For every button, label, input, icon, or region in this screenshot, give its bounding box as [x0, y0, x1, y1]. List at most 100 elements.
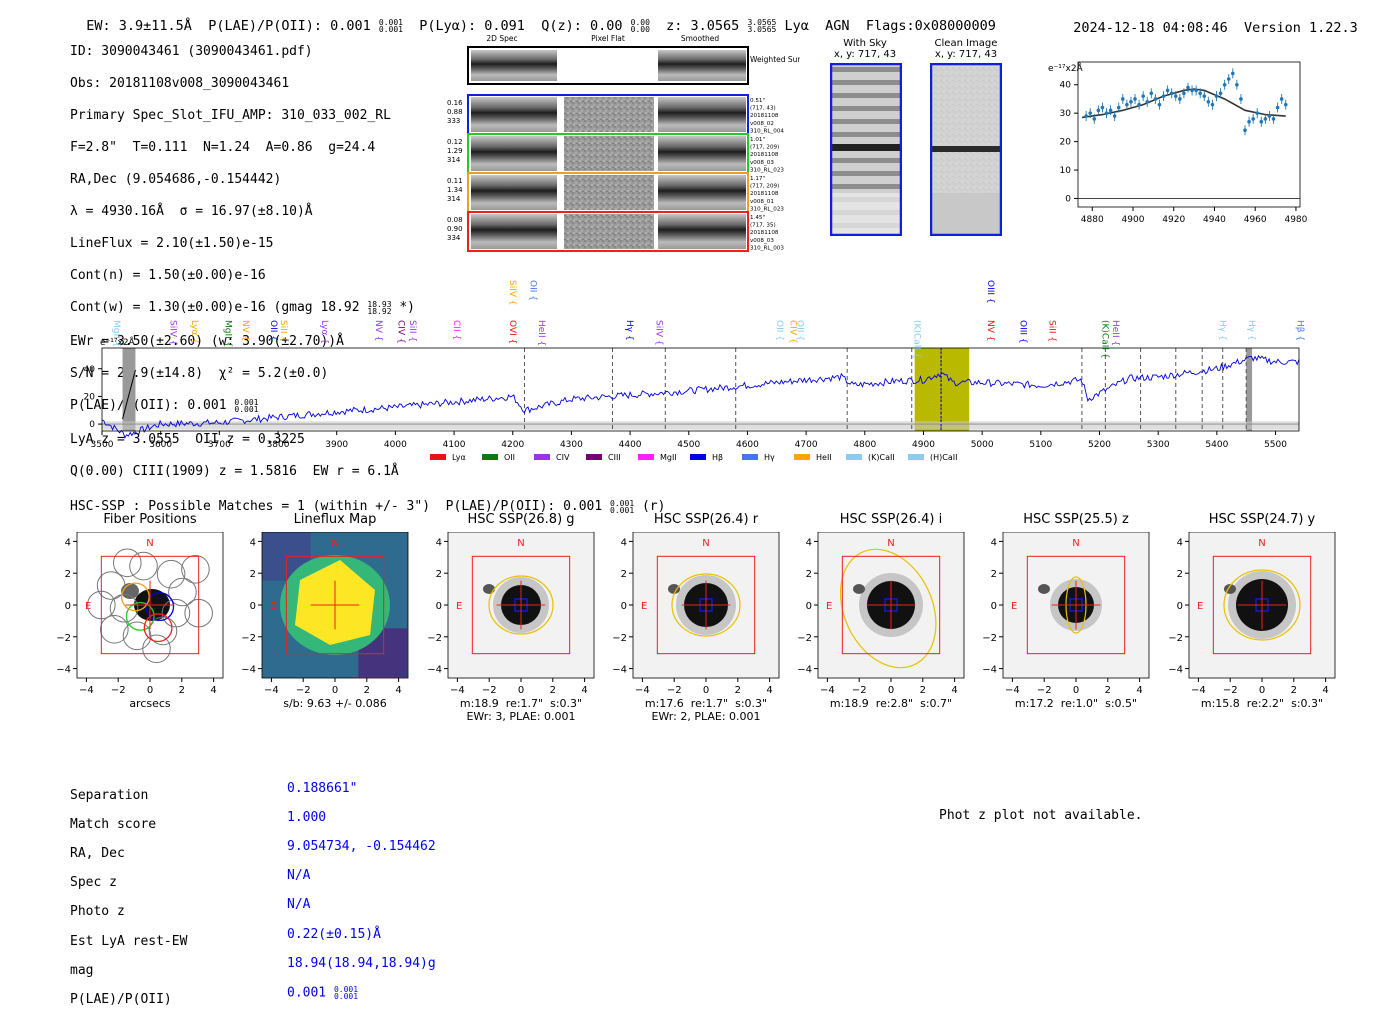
hsc-panel-image: N E −4 −4 −2 −2 0 0 2 2 4 4: [1168, 532, 1336, 696]
header-line: Lyα: [784, 18, 809, 34]
cutout-smoothed: [658, 214, 746, 249]
legend-label: CIII: [608, 453, 621, 462]
cutout-left-value: 0.12: [447, 138, 463, 146]
hsc-panel-caption: arcsecs: [129, 697, 171, 710]
cutout-2dspec: [471, 214, 557, 249]
spectral-line-label: Lyα {: [319, 320, 329, 344]
zoom-data-point: [1100, 105, 1105, 110]
north-label: N: [331, 538, 338, 549]
spectral-line-text: SiII {: [407, 320, 417, 342]
aperture-ellipse: [671, 573, 741, 637]
east-label: E: [641, 601, 647, 612]
cutout-right-value: 310_RL_004: [750, 128, 784, 134]
spectral-line-label: OII {: [527, 280, 537, 301]
panel-xtick-label: 4: [951, 685, 957, 696]
cutout-right-value: v008_02: [750, 121, 774, 127]
header-timestamp-block: 2024-12-18 04:08:46 Version 1.22.3: [1057, 4, 1358, 36]
cutout-right-value: 1.01": [750, 137, 765, 143]
legend-label: HeII: [816, 453, 832, 462]
panel-xtick-label: 4: [395, 685, 401, 696]
spectral-line-text: SiII {: [1047, 320, 1057, 342]
hsc-panel-title: HSC SSP(26.4) r: [653, 512, 759, 527]
cutout-right-value: (717, 43): [750, 106, 776, 112]
header-plya: P(Lyα): 0.091: [419, 18, 525, 34]
hsc-panel-title: Lineflux Map: [293, 512, 377, 527]
zoom-data-point: [1218, 91, 1223, 96]
photz-note: Phot z plot not available.: [939, 808, 1143, 823]
panel-ytick-label: 2: [65, 569, 71, 580]
zoom-data-point: [1251, 117, 1255, 121]
cutout-right-value: 310_RL_023: [750, 206, 784, 212]
spectral-line-text: OIII {: [985, 280, 995, 304]
aperture-ellipse: [1223, 569, 1301, 641]
panel-ytick-label: 2: [806, 569, 812, 580]
hsc-panel-caption: m:17.2 re:1.0" s:0.5": [1014, 697, 1138, 710]
cutout-smoothed: [658, 97, 746, 132]
panel-xtick-label: 0: [1259, 685, 1265, 696]
spectrum-xtick-label: 4000: [384, 440, 407, 450]
full-spectrum-chart: e⁻¹⁷x2Å 0 20 40 3500 3600 3700 3800 3900 4000 4100…: [84, 280, 1305, 462]
companion-source: [853, 584, 865, 594]
legend-entry: Lyα: [430, 453, 466, 462]
panel-xtick-label: 2: [735, 685, 741, 696]
zoom-ytick-label: 20: [1060, 138, 1072, 148]
hsc-panel-image: N E −4 −4 −2 −2 0 0 2 2 4 4: [982, 532, 1150, 696]
fiber-circle: [96, 571, 126, 600]
spectral-line-text: NV {: [373, 320, 383, 341]
spectrum-unit-label: e⁻¹⁷x2Å: [100, 336, 136, 348]
match-label: Photo z: [70, 904, 125, 920]
zoom-data-point: [1267, 114, 1272, 118]
with-sky-image: [830, 63, 902, 236]
panel-xtick-label: 0: [332, 685, 338, 696]
panel-xtick-label: 2: [179, 685, 185, 696]
spectrum-ytick-label: 0: [89, 420, 95, 430]
spectrum-xtick-label: 5100: [1029, 440, 1052, 450]
spectral-line-text: SiIV {: [654, 320, 664, 346]
legend-entry: MgII: [638, 453, 677, 462]
match-label: RA, Dec: [70, 845, 125, 861]
panel-ytick-label: 2: [250, 569, 256, 580]
info-lineflux: LineFlux = 2.10(±1.50)e-15: [70, 236, 274, 251]
zoom-data-point: [1161, 94, 1166, 98]
legend-label: Hγ: [764, 453, 775, 462]
cutout-left-value: 0.08: [447, 216, 463, 224]
zoom-data-point: [1157, 102, 1162, 107]
zoom-unit-label: e⁻¹⁷x2Å: [1048, 62, 1084, 74]
cutout-right-value: 20181108: [750, 113, 779, 119]
clean-image-title: Clean Image x, y: 717, 43: [934, 38, 998, 60]
spectrum-xtick-label: 3600: [149, 440, 172, 450]
spectral-line-label: SiII {: [278, 320, 288, 342]
spectral-line-label: SiIV {: [507, 280, 517, 306]
panel-xtick-label: −2: [667, 685, 682, 696]
companion-source: [1038, 584, 1050, 594]
panel-ytick-label: −2: [982, 633, 997, 644]
panel-ytick-label: 0: [65, 601, 71, 612]
match-specz: N/A: [287, 868, 311, 884]
info-sn: S/N = 20.9(±14.8) χ² = 5.2(±0.0): [70, 366, 329, 381]
cutout-left-value: 333: [447, 117, 460, 125]
zoom-data-point: [1125, 102, 1129, 107]
spectrum-xtick-label: 3900: [325, 440, 348, 450]
weighted-sum-label: Weighted Sum: [750, 55, 800, 64]
legend-swatch: [430, 454, 446, 460]
legend-label: MgII: [660, 453, 677, 462]
legend-swatch: [846, 454, 862, 460]
spectral-line-text: CIV {: [787, 320, 797, 344]
spectral-line-text: OVI {: [507, 320, 517, 344]
cutout-left-value: 314: [447, 156, 461, 164]
cutout-header-pixelflat: Pixel Flat: [591, 34, 625, 43]
match-ew: 0.22(±0.15)Å: [287, 926, 381, 942]
panel-ytick-label: 4: [621, 537, 627, 548]
legend-swatch: [586, 454, 602, 460]
panel-xtick-label: 0: [147, 685, 153, 696]
spectral-line-label: OIII {: [1017, 320, 1027, 344]
zoom-data-point: [1206, 100, 1211, 104]
hsc-panel-title: HSC SSP(25.5) z: [1023, 512, 1129, 527]
search-box: [656, 555, 756, 655]
panel-ytick-label: −4: [612, 665, 627, 676]
cutout-right-value: 310_RL_003: [750, 245, 784, 251]
cutout-right-value: 310_RL_023: [750, 167, 784, 173]
header-bar: EW: 3.9±11.5Å P(LAE)/P(OII): 0.001 0.001…: [70, 2, 996, 34]
north-label: N: [1072, 538, 1079, 549]
cutout-pixelflat: [564, 97, 654, 132]
